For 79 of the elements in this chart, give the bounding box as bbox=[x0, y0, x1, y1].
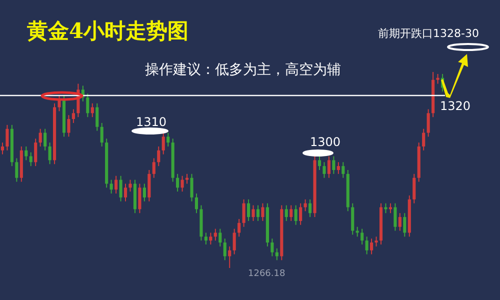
text: 前期开跌口1328-30 bbox=[378, 27, 479, 40]
chart-title: 黄金4小时走势图 bbox=[27, 18, 189, 43]
candlestick bbox=[384, 202, 388, 214]
candlestick bbox=[180, 175, 184, 192]
candlestick bbox=[422, 128, 426, 151]
candlestick bbox=[223, 238, 226, 261]
candlestick bbox=[294, 204, 298, 226]
candlestick bbox=[412, 173, 416, 204]
candlestick bbox=[114, 175, 118, 194]
candlestick bbox=[166, 132, 170, 147]
candlestick bbox=[124, 183, 128, 202]
candlestick bbox=[38, 128, 42, 147]
candlestick bbox=[86, 93, 90, 118]
candlestick bbox=[238, 218, 241, 238]
candlestick bbox=[370, 238, 374, 255]
candlestick bbox=[342, 162, 345, 178]
candlestick bbox=[44, 128, 47, 151]
candlestick bbox=[252, 204, 255, 222]
candlestick bbox=[256, 204, 260, 222]
candlestick bbox=[96, 102, 99, 132]
candlestick bbox=[48, 142, 52, 165]
candlestick bbox=[58, 95, 61, 112]
candlestick bbox=[15, 158, 18, 182]
candlestick bbox=[242, 198, 246, 228]
text: 1266.18 bbox=[248, 269, 286, 279]
candlestick bbox=[119, 175, 122, 202]
candlestick bbox=[365, 236, 368, 255]
candlestick bbox=[204, 232, 208, 245]
candlestick bbox=[327, 156, 330, 178]
candlestick bbox=[398, 212, 402, 232]
candlestick bbox=[336, 162, 340, 174]
candlestick bbox=[318, 156, 322, 170]
candlestick bbox=[72, 108, 75, 124]
candlestick bbox=[322, 162, 326, 178]
candlestick bbox=[218, 228, 222, 247]
candlestick bbox=[67, 114, 70, 138]
candlestick bbox=[90, 102, 94, 118]
candlestick bbox=[194, 193, 198, 214]
candlestick bbox=[374, 236, 378, 247]
candlestick bbox=[162, 132, 165, 155]
candlestick bbox=[284, 204, 288, 222]
chart-subtitle: 操作建议：低多为主，高空为辅 bbox=[145, 62, 341, 78]
candlestick bbox=[299, 202, 302, 226]
candlestick bbox=[436, 73, 440, 84]
candlestick bbox=[394, 202, 397, 232]
candlestick bbox=[190, 173, 194, 202]
candlestick bbox=[24, 146, 28, 161]
candlestick bbox=[100, 122, 104, 147]
candlestick bbox=[351, 202, 354, 236]
candlestick bbox=[290, 204, 293, 222]
candlestick bbox=[110, 179, 113, 194]
candlestick bbox=[246, 198, 250, 222]
candlestick bbox=[185, 173, 189, 184]
candlestick bbox=[360, 228, 364, 245]
candlestick bbox=[332, 156, 336, 174]
annotation: 1320 bbox=[440, 99, 471, 113]
candlestick bbox=[308, 198, 312, 218]
candlestick bbox=[426, 108, 430, 138]
candlestick bbox=[152, 158, 156, 178]
candlestick bbox=[388, 202, 392, 214]
candlestick bbox=[6, 124, 9, 151]
candlestick bbox=[29, 152, 32, 167]
candlestick bbox=[0, 142, 4, 155]
candlestick bbox=[157, 146, 160, 167]
candlestick bbox=[232, 228, 236, 255]
candlestick bbox=[176, 173, 180, 192]
candlestick bbox=[214, 228, 217, 242]
candlestick bbox=[34, 138, 38, 167]
candlestick bbox=[403, 212, 406, 238]
candlestick bbox=[261, 202, 264, 222]
candlestick bbox=[138, 183, 142, 214]
annotation: 1310 bbox=[136, 115, 167, 129]
candlestick bbox=[148, 170, 151, 202]
candlestick bbox=[228, 246, 232, 268]
candlestick bbox=[209, 232, 212, 245]
candlestick bbox=[128, 179, 132, 192]
candlestick bbox=[142, 183, 146, 202]
candlestick bbox=[270, 238, 274, 257]
annotation: 1300 bbox=[310, 135, 341, 149]
